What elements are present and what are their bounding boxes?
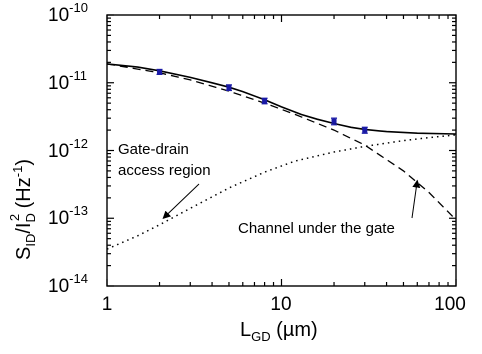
data-point: [225, 84, 232, 92]
annotation-access-arrow: [162, 183, 200, 219]
x-tick-label-10: 10: [270, 294, 291, 315]
x-tick-labels: 1 10 100: [102, 294, 466, 315]
data-point: [331, 117, 338, 126]
data-point-marker: [262, 98, 268, 104]
annotation-channel-label: Channel under the gate: [238, 220, 395, 237]
data-point: [261, 97, 268, 105]
y-tick-label-1e-10: 10-10: [48, 0, 88, 26]
data-point: [361, 126, 368, 134]
total-fit-solid-line: [106, 63, 457, 135]
measured-points: [156, 68, 368, 134]
data-point-marker: [157, 69, 163, 75]
channel-dashed-line: [106, 63, 457, 221]
data-point-marker: [362, 127, 368, 133]
y-tick-label-1e-14: 10-14: [48, 271, 88, 297]
data-point-marker: [226, 85, 232, 91]
x-tick-label-100: 100: [434, 294, 466, 315]
y-tick-label-1e-13: 10-13: [48, 203, 88, 229]
annotation-access-region: Gate-drain access region: [118, 141, 211, 219]
annotation-channel-arrow: [411, 179, 421, 219]
y-axis-label: SID/ID2 (Hz-1): [7, 159, 38, 260]
x-axis-label: LGD (µm): [240, 319, 318, 344]
y-tick-labels: 10-14 10-13 10-12 10-11 10-10: [48, 0, 88, 297]
x-tick-label-1: 1: [102, 294, 113, 315]
data-point-marker: [331, 118, 337, 124]
y-tick-label-1e-11: 10-11: [48, 68, 87, 94]
annotation-access-line-1: Gate-drain: [118, 141, 189, 158]
y-tick-label-1e-12: 10-12: [48, 136, 88, 162]
data-point: [156, 68, 163, 76]
curves: [106, 63, 457, 250]
annotation-channel: Channel under the gate: [238, 179, 421, 237]
annotation-access-line-2: access region: [118, 162, 211, 179]
tick-marks: [106, 14, 457, 287]
